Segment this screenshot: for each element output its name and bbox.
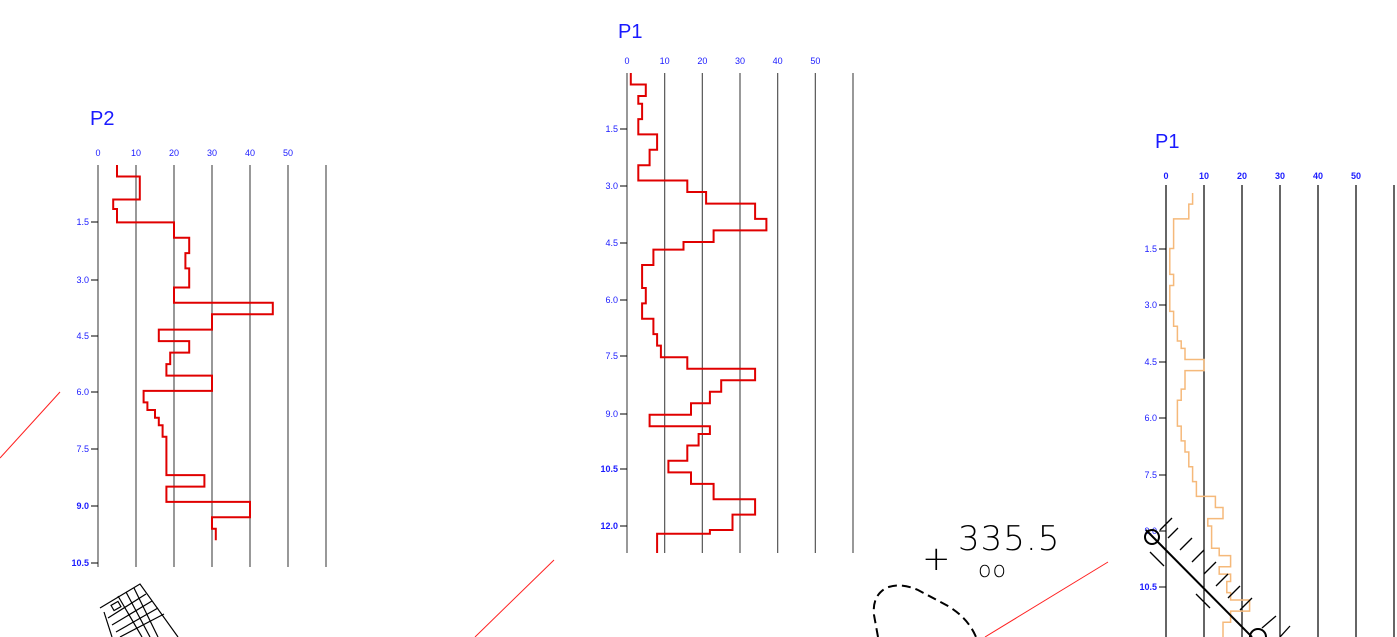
profile-line-p2: [112, 165, 274, 541]
x-tick-label: 10: [131, 148, 141, 158]
elevation-label: 335.5: [958, 519, 1060, 559]
x-tick-label: 20: [169, 148, 179, 158]
y-tick-label: 1.5: [76, 217, 89, 227]
profile-chart-p2: P2 0 10 20 30 40 50 1.5 3.0 4.5 6.0 7.5 9.0 10.5: [71, 108, 327, 568]
x-tick-label: 0: [95, 148, 100, 158]
point-marker-glyph: +: [922, 539, 952, 579]
y-tick-label: 7.5: [76, 444, 89, 454]
x-tick-label: 10: [660, 56, 670, 66]
y-tick-label: 10.5: [600, 464, 618, 474]
x-tick-label: 20: [1237, 171, 1247, 181]
chart-title-p2: P2: [90, 108, 114, 130]
y-tick-label: 3.0: [605, 181, 618, 191]
chart-title-p1-right: P1: [1155, 131, 1179, 153]
y-tick-label: 6.0: [605, 295, 618, 305]
elevation-annotation: + 335.5 oo: [922, 519, 1060, 583]
x-tick-label: 30: [735, 56, 745, 66]
y-tick-label: 7.5: [1144, 470, 1157, 480]
y-tick-label: 7.5: [605, 351, 618, 361]
x-tick-labels-p2: 0 10 20 30 40 50: [95, 148, 293, 158]
grid-lines-p1-middle: [626, 73, 854, 553]
y-tick-label: 9.0: [76, 501, 89, 511]
y-tick-label: 6.0: [76, 387, 89, 397]
x-tick-label: 40: [1313, 171, 1323, 181]
x-tick-label: 50: [1351, 171, 1361, 181]
x-tick-label: 50: [810, 56, 820, 66]
circle-symbol-top: [1144, 529, 1160, 545]
y-tick-labels-p1-middle: 1.5 3.0 4.5 6.0 7.5 9.0 10.5 12.0: [600, 124, 627, 531]
y-tick-labels-p2: 1.5 3.0 4.5 6.0 7.5 9.0 10.5: [71, 217, 98, 568]
leader-lines: [0, 391, 1109, 637]
x-tick-label: 30: [207, 148, 217, 158]
x-tick-label: 50: [283, 148, 293, 158]
y-tick-label: 1.5: [605, 124, 618, 134]
x-tick-label: 10: [1199, 171, 1209, 181]
leader-line-right: [984, 561, 1109, 637]
x-tick-labels-p1-right: 0 10 20 30 40 50: [1163, 171, 1361, 181]
x-tick-label: 40: [773, 56, 783, 66]
x-tick-label: 30: [1275, 171, 1285, 181]
x-tick-label: 40: [245, 148, 255, 158]
grid-lines-p2: [97, 165, 327, 567]
y-tick-label: 1.5: [1144, 244, 1157, 254]
y-tick-label: 10.5: [71, 558, 89, 568]
circle-symbol-bottom: [1249, 628, 1267, 637]
small-circles-glyph: oo: [978, 558, 1007, 583]
y-tick-label: 12.0: [600, 521, 618, 531]
x-tick-label: 0: [624, 56, 629, 66]
y-tick-label: 10.5: [1139, 582, 1157, 592]
profile-chart-p1-middle: P1 0 10 20 30 40 50 1.5 3.0 4.5 6.0 7.5 9.0 10.5 12.…: [600, 21, 854, 553]
x-tick-labels-p1-middle: 0 10 20 30 40 50: [624, 56, 820, 66]
profile-line-p1-middle: [629, 73, 768, 553]
profile-chart-p1-right: P1 0 10 20 30 40 50 1.53.04.56.07.59.010.5: [1139, 131, 1395, 637]
grid-lines-p1-right: [1165, 185, 1395, 637]
leader-line-middle: [474, 559, 555, 637]
y-tick-label: 4.5: [605, 238, 618, 248]
y-tick-label: 4.5: [1144, 357, 1157, 367]
y-tick-label: 4.5: [76, 331, 89, 341]
diagonal-cad-symbol: [1144, 517, 1291, 637]
y-tick-label: 6.0: [1144, 413, 1157, 423]
y-tick-labels-p1-right: 1.53.04.56.07.59.010.5: [1139, 244, 1166, 592]
x-tick-label: 0: [1163, 171, 1168, 181]
profile-line-p1-right: [1169, 193, 1251, 637]
y-tick-label: 9.0: [605, 409, 618, 419]
dashed-boundary-outline: [872, 584, 977, 637]
y-tick-label: 3.0: [76, 275, 89, 285]
leader-line-left: [0, 391, 61, 459]
y-tick-label: 3.0: [1144, 300, 1157, 310]
x-tick-label: 20: [697, 56, 707, 66]
building-hatch-symbol: [99, 583, 179, 637]
chart-title-p1-middle: P1: [618, 21, 642, 43]
